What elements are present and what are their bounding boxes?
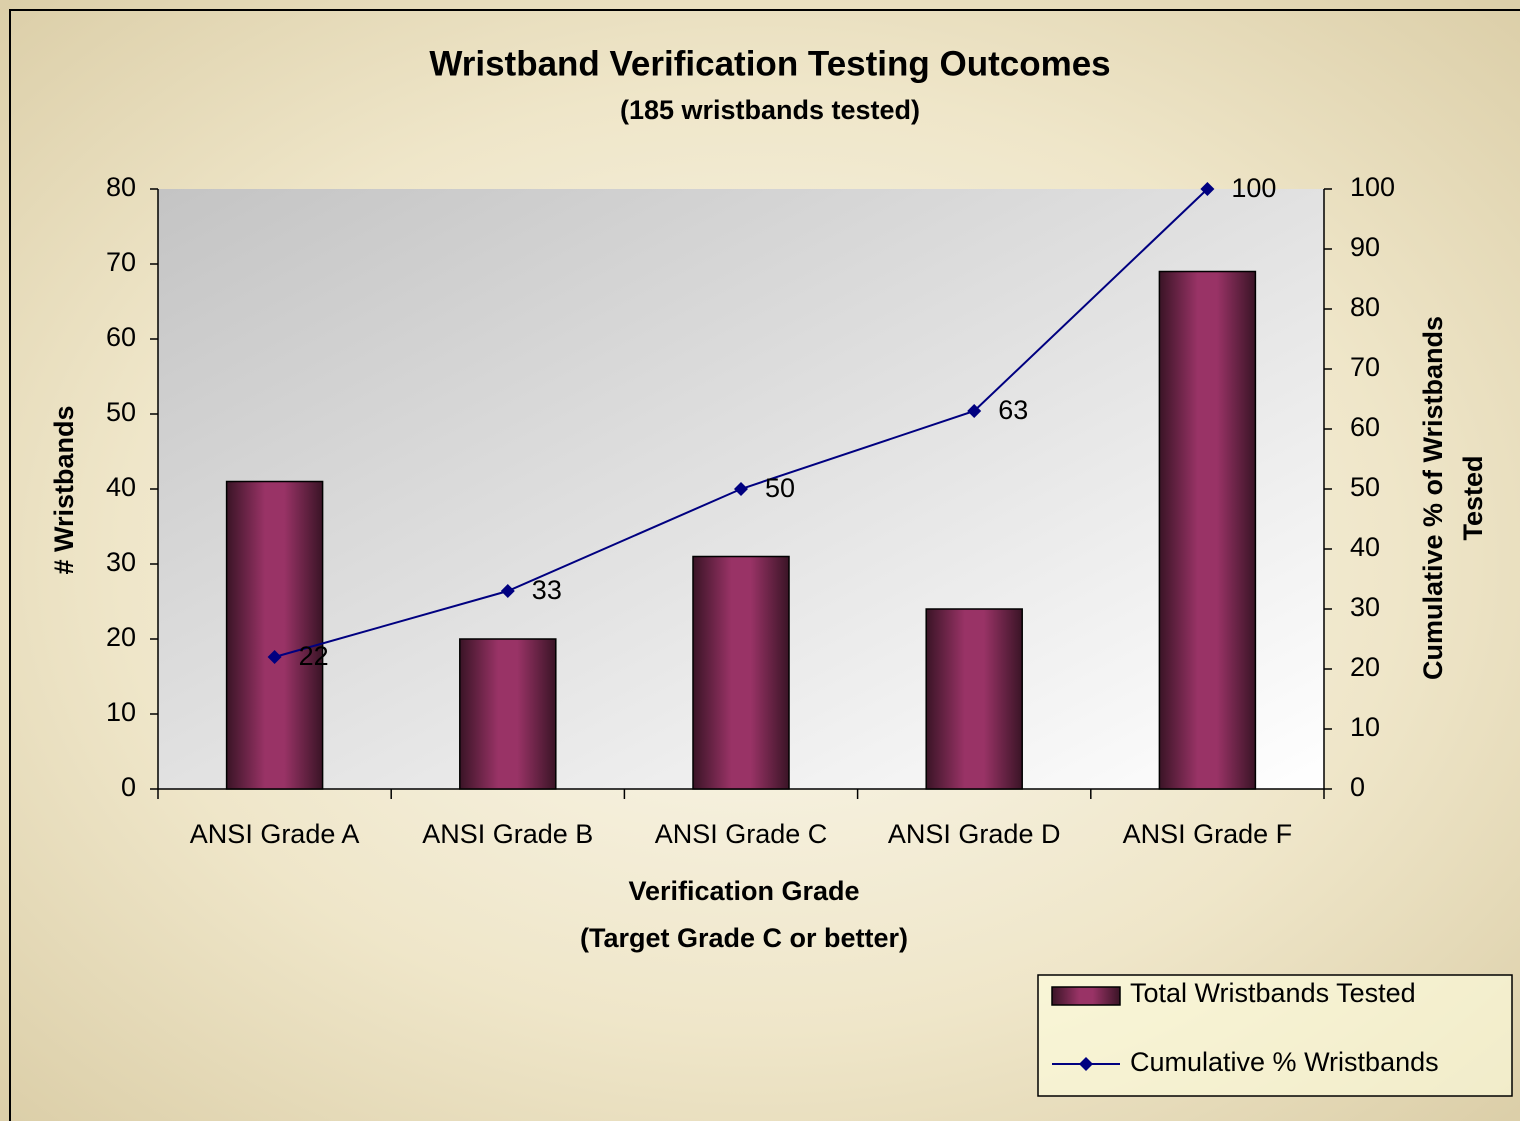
x-tick-label: ANSI Grade B [422,819,593,849]
data-label: 33 [532,575,562,605]
y2-axis-title: Tested [1458,455,1488,540]
data-label: 63 [998,395,1028,425]
x-axis-title: Verification Grade [628,876,859,906]
y2-tick-label: 10 [1350,712,1380,742]
y2-tick-label: 50 [1350,472,1380,502]
y2-tick-label: 70 [1350,352,1380,382]
y-tick-label: 40 [106,472,136,502]
chart-title: Wristband Verification Testing Outcomes [429,44,1110,83]
y2-tick-label: 60 [1350,412,1380,442]
legend-marker [1079,1057,1093,1071]
legend-swatch [1051,986,1121,1006]
bar [1158,270,1257,790]
x-tick-label: ANSI Grade D [888,819,1061,849]
y-tick-label: 10 [106,697,136,727]
x-tick-label: ANSI Grade F [1123,819,1293,849]
line-marker [734,482,748,496]
y-tick-label: 80 [106,172,136,202]
y2-tick-label: 80 [1350,292,1380,322]
x-tick-label: ANSI Grade A [190,819,360,849]
y2-tick-label: 20 [1350,652,1380,682]
y-axis-title: # Wristbands [49,405,79,574]
data-label: 100 [1231,173,1276,203]
x-axis-title: (Target Grade C or better) [580,923,908,953]
bar [925,608,1023,790]
y-tick-label: 30 [106,547,136,577]
y2-tick-label: 100 [1350,172,1395,202]
line-marker [500,584,515,598]
legend-label: Total Wristbands Tested [1130,978,1416,1008]
y2-tick-label: 0 [1350,772,1365,802]
data-label: 22 [299,641,329,671]
y2-tick-label: 30 [1350,592,1380,622]
y-tick-label: 0 [121,772,136,802]
bar [692,555,790,790]
chart-subtitle: (185 wristbands tested) [620,95,920,125]
line-marker [267,650,282,664]
y-tick-label: 20 [106,622,136,652]
y-tick-label: 50 [106,397,136,427]
data-label: 50 [765,473,795,503]
frame [9,9,1520,1121]
y-tick-label: 70 [106,247,136,277]
line-marker [967,404,982,418]
y2-tick-label: 40 [1350,532,1380,562]
y2-tick-label: 90 [1350,232,1380,262]
x-tick-label: ANSI Grade C [655,819,828,849]
bar [225,480,324,790]
legend-label: Cumulative % Wristbands [1130,1047,1439,1077]
bar [459,638,557,790]
line-marker [1200,182,1215,196]
y-tick-label: 60 [106,322,136,352]
y2-axis-title: Cumulative % of Wristbands [1418,316,1448,680]
